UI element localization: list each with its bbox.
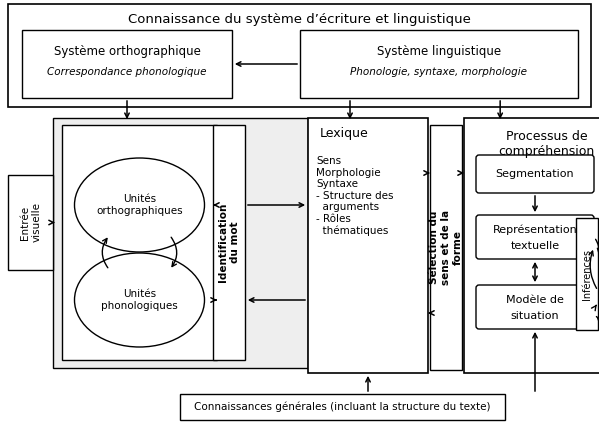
Text: Correspondance phonologique: Correspondance phonologique (47, 67, 207, 77)
Text: Connaissances générales (incluant la structure du texte): Connaissances générales (incluant la str… (194, 402, 491, 412)
FancyBboxPatch shape (476, 215, 594, 259)
FancyBboxPatch shape (62, 125, 217, 360)
FancyBboxPatch shape (300, 30, 578, 98)
FancyBboxPatch shape (576, 218, 598, 330)
Text: Unités
phonologiques: Unités phonologiques (101, 289, 178, 311)
Text: Système orthographique: Système orthographique (53, 45, 201, 59)
Text: Segmentation: Segmentation (496, 169, 574, 179)
FancyBboxPatch shape (213, 125, 245, 360)
FancyBboxPatch shape (22, 30, 232, 98)
Text: Système linguistique: Système linguistique (377, 45, 501, 59)
Text: Phonologie, syntaxe, morphologie: Phonologie, syntaxe, morphologie (350, 67, 528, 77)
Text: Sens
Morphologie
Syntaxe
- Structure des
  arguments
- Rôles
  thématiques: Sens Morphologie Syntaxe - Structure des… (316, 156, 394, 236)
FancyBboxPatch shape (476, 285, 594, 329)
Text: Entrée
visuelle: Entrée visuelle (20, 203, 41, 243)
FancyBboxPatch shape (476, 155, 594, 193)
FancyBboxPatch shape (180, 394, 505, 420)
Text: Connaissance du système d’écriture et linguistique: Connaissance du système d’écriture et li… (128, 14, 471, 26)
FancyBboxPatch shape (8, 175, 53, 270)
Text: textuelle: textuelle (510, 241, 559, 251)
FancyBboxPatch shape (53, 118, 308, 368)
Text: situation: situation (511, 311, 559, 321)
FancyBboxPatch shape (308, 118, 428, 373)
Text: Modèle de: Modèle de (506, 295, 564, 305)
FancyBboxPatch shape (464, 118, 599, 373)
Text: Sélection du
sens et de la
forme: Sélection du sens et de la forme (429, 210, 462, 285)
Ellipse shape (74, 253, 204, 347)
Text: Lexique: Lexique (320, 128, 369, 140)
Text: Représentation: Représentation (492, 225, 577, 235)
Text: Unités
orthographiques: Unités orthographiques (96, 194, 183, 216)
FancyBboxPatch shape (8, 4, 591, 107)
Text: compréhension: compréhension (498, 145, 595, 157)
Text: Processus de: Processus de (506, 129, 587, 142)
Text: Identification
du mot: Identification du mot (218, 203, 240, 282)
Ellipse shape (74, 158, 204, 252)
Text: Inférences: Inférences (582, 248, 592, 299)
FancyBboxPatch shape (430, 125, 462, 370)
